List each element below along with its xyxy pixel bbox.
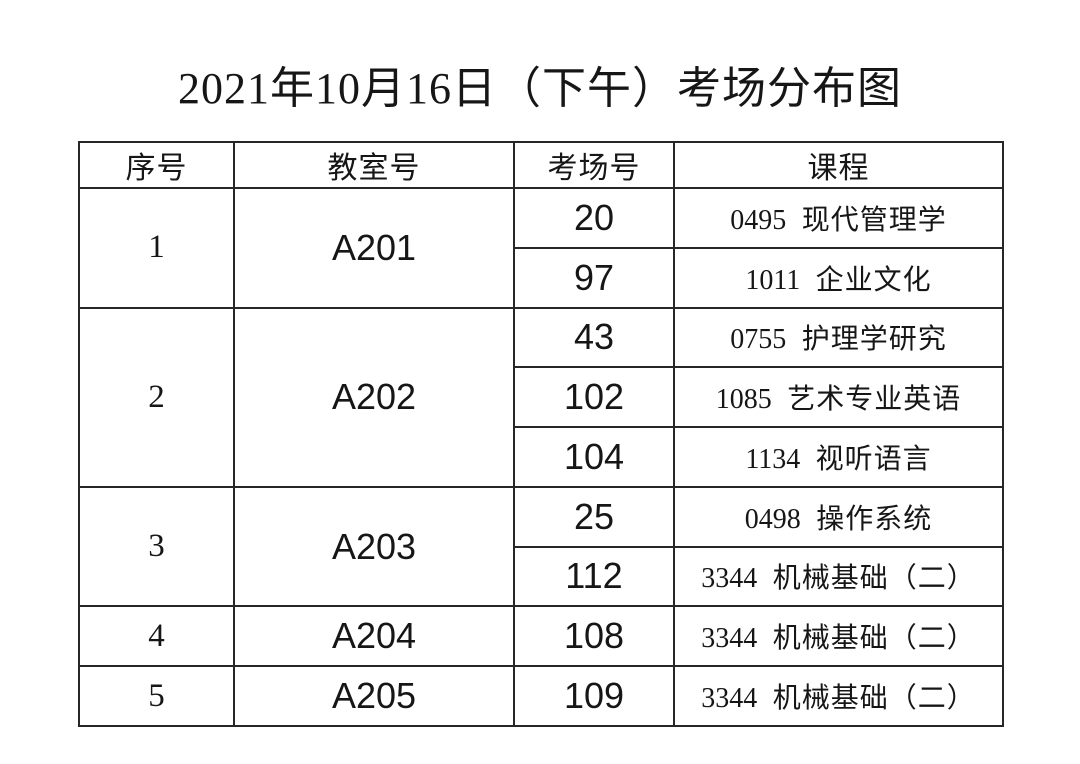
table-row: 2 A202 43 0755 护理学研究 bbox=[78, 306, 1004, 488]
course-name: 艺术专业英语 bbox=[787, 384, 962, 416]
course-cell: 0755 护理学研究 bbox=[673, 306, 1004, 369]
course-name: 现代管理学 bbox=[801, 204, 947, 236]
course-name: 企业文化 bbox=[815, 264, 932, 296]
column-header-course: 课程 bbox=[673, 141, 1004, 189]
hall-cell: 109 bbox=[513, 665, 675, 727]
course-code: 3344 bbox=[701, 683, 758, 715]
column-header-index: 序号 bbox=[78, 141, 235, 189]
hall-cell: 97 bbox=[513, 246, 675, 309]
header-row: 序号 教室号 考场号 课程 bbox=[78, 141, 1004, 189]
course-cell: 1085 艺术专业英语 bbox=[673, 366, 1004, 429]
hall-cell: 20 bbox=[513, 187, 675, 249]
hall-cell: 43 bbox=[513, 306, 675, 369]
course-code: 1011 bbox=[745, 264, 801, 296]
hall-cell: 25 bbox=[513, 485, 675, 548]
course-name: 机械基础（二） bbox=[772, 623, 976, 655]
course-code: 0495 bbox=[730, 204, 787, 236]
classroom-cell: A201 bbox=[233, 187, 515, 309]
hall-cell: 112 bbox=[513, 545, 675, 608]
course-code: 1134 bbox=[745, 443, 801, 475]
classroom-cell: A204 bbox=[233, 605, 515, 668]
table-row: 97 1011 企业文化 bbox=[79, 246, 1004, 309]
index-cell: 5 bbox=[78, 665, 235, 727]
table-row: 1 A201 20 0495 现代管理学 bbox=[78, 187, 1004, 309]
table-row: 4 A204 108 3344 机械基础（二） bbox=[78, 605, 1004, 668]
table-row: 102 1085 艺术专业英语 bbox=[79, 366, 1004, 429]
course-name: 视听语言 bbox=[815, 443, 932, 475]
table-row: 3 A203 25 0498 操作系统 bbox=[78, 485, 1004, 608]
exam-room-distribution-table: 序号 教室号 考场号 课程 1 A201 20 0495 现代管理学 97 101… bbox=[78, 141, 1004, 727]
classroom-cell: A202 bbox=[233, 306, 515, 488]
course-code: 3344 bbox=[701, 623, 758, 655]
course-cell: 3344 机械基础（二） bbox=[673, 665, 1004, 727]
course-code: 0498 bbox=[744, 503, 801, 535]
hall-cell: 108 bbox=[513, 605, 675, 668]
course-cell: 0498 操作系统 bbox=[673, 485, 1004, 548]
hall-cell: 102 bbox=[513, 366, 675, 429]
table-row: 5 A205 109 3344 机械基础（二） bbox=[78, 665, 1004, 727]
column-header-classroom: 教室号 bbox=[233, 141, 515, 189]
course-code: 3344 bbox=[701, 563, 758, 595]
column-header-hall: 考场号 bbox=[513, 141, 675, 189]
course-cell: 1011 企业文化 bbox=[673, 246, 1004, 309]
course-name: 机械基础（二） bbox=[772, 563, 976, 595]
course-code: 1085 bbox=[715, 384, 772, 416]
course-cell: 0495 现代管理学 bbox=[673, 187, 1004, 249]
course-name: 机械基础（二） bbox=[772, 683, 976, 715]
index-cell: 4 bbox=[78, 605, 235, 668]
table-row: 112 3344 机械基础（二） bbox=[79, 545, 1004, 608]
course-name: 护理学研究 bbox=[801, 324, 947, 356]
index-cell: 2 bbox=[78, 306, 235, 488]
classroom-cell: A203 bbox=[233, 485, 515, 608]
index-cell: 3 bbox=[78, 485, 235, 608]
course-name: 操作系统 bbox=[816, 503, 933, 535]
course-cell: 3344 机械基础（二） bbox=[673, 545, 1004, 608]
course-cell: 3344 机械基础（二） bbox=[673, 605, 1004, 668]
hall-cell: 104 bbox=[513, 426, 675, 488]
index-cell: 1 bbox=[78, 187, 235, 309]
table-row: 104 1134 视听语言 bbox=[79, 426, 1004, 488]
classroom-cell: A205 bbox=[233, 665, 515, 727]
course-code: 0755 bbox=[730, 324, 787, 356]
course-cell: 1134 视听语言 bbox=[673, 426, 1004, 488]
page-title: 2021年10月16日（下午）考场分布图 bbox=[178, 64, 902, 113]
